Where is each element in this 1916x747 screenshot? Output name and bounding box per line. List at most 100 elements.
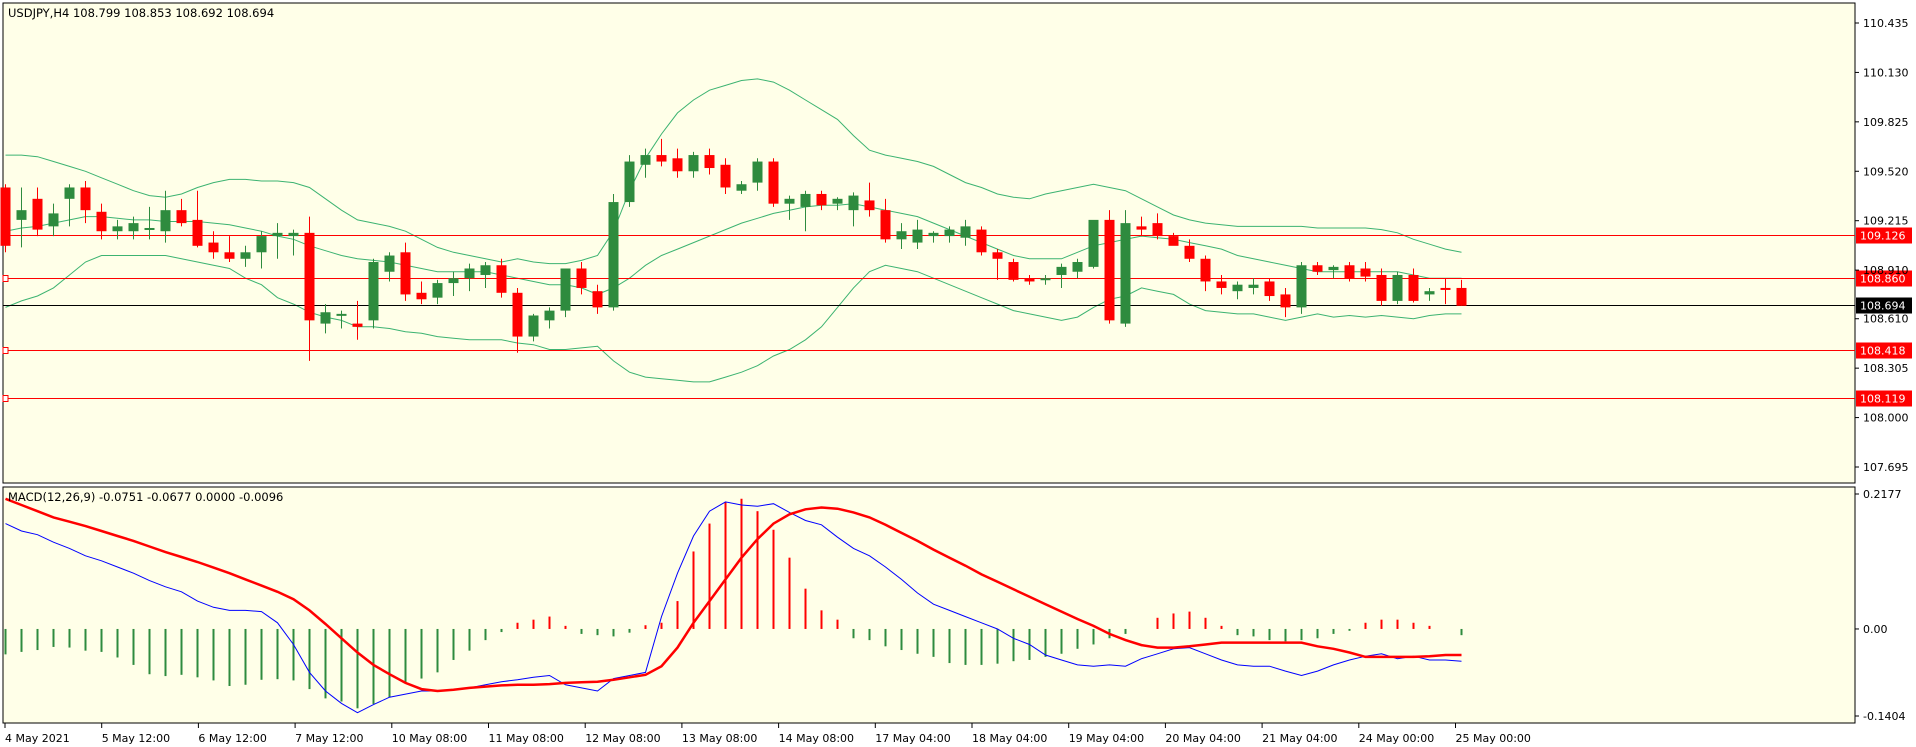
candle-body	[1360, 268, 1371, 277]
candle-body	[1424, 291, 1435, 295]
time-axis-label: 25 May 00:00	[1456, 732, 1531, 745]
candle-body	[272, 232, 283, 237]
candle-body	[464, 268, 475, 279]
candle-body	[576, 268, 587, 288]
macd-panel[interactable]	[2, 486, 1856, 724]
candle-body	[688, 155, 699, 172]
candle-body	[640, 155, 651, 165]
candle-body	[1440, 287, 1451, 290]
time-axis-label: 11 May 08:00	[489, 732, 564, 745]
candle-body	[672, 158, 683, 172]
candle-body	[1072, 262, 1083, 272]
macd-lines	[5, 497, 1462, 714]
macd-line	[5, 501, 1462, 714]
candle-body	[1392, 274, 1403, 301]
time-axis-label: 12 May 08:00	[585, 732, 660, 745]
candle-body	[416, 292, 427, 300]
candle-body	[800, 193, 811, 207]
macd-axis-label: -0.1404	[1863, 710, 1905, 723]
candle-body	[1088, 219, 1099, 267]
candle-body	[784, 198, 795, 204]
candle-body	[1232, 284, 1243, 292]
price-level-tag-label: 108.119	[1860, 393, 1906, 406]
candle-body	[1216, 281, 1227, 288]
candle-body	[496, 265, 507, 293]
time-axis-label: 6 May 12:00	[198, 732, 266, 745]
candle-body	[816, 193, 827, 206]
candle-body	[512, 292, 523, 337]
candle-body	[1136, 226, 1147, 230]
macd-axis-label: 0.00	[1863, 623, 1888, 636]
symbol-header: USDJPY,H4 108.799 108.853 108.692 108.69…	[8, 6, 274, 20]
candle-body	[320, 312, 331, 324]
price-panel[interactable]	[2, 2, 1856, 484]
candle-body	[240, 252, 251, 259]
price-axis-label: 108.305	[1863, 362, 1909, 375]
candle-body	[1408, 274, 1419, 301]
macd-header: MACD(12,26,9) -0.0751 -0.0677 0.0000 -0.…	[8, 490, 283, 504]
candle-body	[400, 252, 411, 295]
macd-histogram	[4, 498, 1463, 709]
time-axis-label: 21 May 04:00	[1262, 732, 1337, 745]
candle-body	[432, 283, 443, 298]
candle-body	[80, 187, 91, 211]
candle-body	[1168, 236, 1179, 246]
candle-body	[176, 210, 187, 224]
candle-body	[928, 232, 939, 237]
bollinger-lower-line	[5, 255, 1462, 383]
candle-body	[560, 268, 571, 311]
candle-body	[992, 252, 1003, 259]
candle-body	[16, 210, 27, 220]
candle-body	[1056, 266, 1067, 275]
candle-body	[1184, 245, 1195, 259]
candle-body	[160, 210, 171, 232]
bollinger-bands	[5, 78, 1462, 383]
price-level-handle	[2, 275, 9, 282]
price-axis: 110.435 110.130 109.825 109.520 109.215 108.9…	[1855, 17, 1909, 474]
time-axis-label: 13 May 08:00	[682, 732, 757, 745]
macd-axis: 0.2177 0.00 -0.1404	[1855, 488, 1905, 723]
candle-body	[384, 255, 395, 272]
candle-body	[144, 227, 155, 230]
candle-body	[624, 161, 635, 203]
price-level-tag	[1856, 342, 1912, 359]
candle-body	[912, 229, 923, 243]
candle-body	[1248, 284, 1259, 288]
candle-body	[1120, 223, 1131, 324]
time-axis-label: 20 May 04:00	[1165, 732, 1240, 745]
candle-body	[64, 187, 75, 199]
candle-body	[48, 213, 59, 227]
time-axis-label: 17 May 04:00	[875, 732, 950, 745]
candle-body	[1280, 294, 1291, 308]
time-axis-label: 24 May 00:00	[1359, 732, 1434, 745]
candle-body	[944, 229, 955, 237]
price-level-handle	[2, 395, 9, 402]
price-level-handle	[2, 347, 9, 354]
time-axis: 4 May 2021 5 May 12:00 6 May 12:00 7 May 12…	[4, 723, 1531, 745]
candle-body	[96, 211, 107, 232]
current-price-tag	[1856, 297, 1912, 314]
candle-body	[1312, 265, 1323, 272]
time-axis-label: 4 May 2021	[5, 732, 70, 745]
price-axis-label: 109.825	[1863, 116, 1909, 129]
candle-body	[480, 265, 491, 275]
price-axis-label: 107.695	[1863, 461, 1909, 474]
candle-body	[1104, 219, 1115, 321]
time-axis-label: 7 May 12:00	[295, 732, 363, 745]
candle-body	[128, 223, 139, 232]
candle-body	[1040, 278, 1051, 281]
time-axis-label: 18 May 04:00	[972, 732, 1047, 745]
candle-body	[1328, 266, 1339, 271]
candle-body	[368, 262, 379, 321]
candle-body	[976, 229, 987, 253]
candle-body	[720, 164, 731, 188]
candle-body	[528, 315, 539, 337]
price-axis-label: 110.130	[1863, 66, 1909, 79]
candle-body	[1200, 258, 1211, 282]
candle-body	[0, 187, 11, 246]
candle-body	[864, 200, 875, 211]
candle-body	[960, 226, 971, 238]
candle-body	[192, 219, 203, 246]
price-level-tag-label: 108.418	[1860, 345, 1906, 358]
